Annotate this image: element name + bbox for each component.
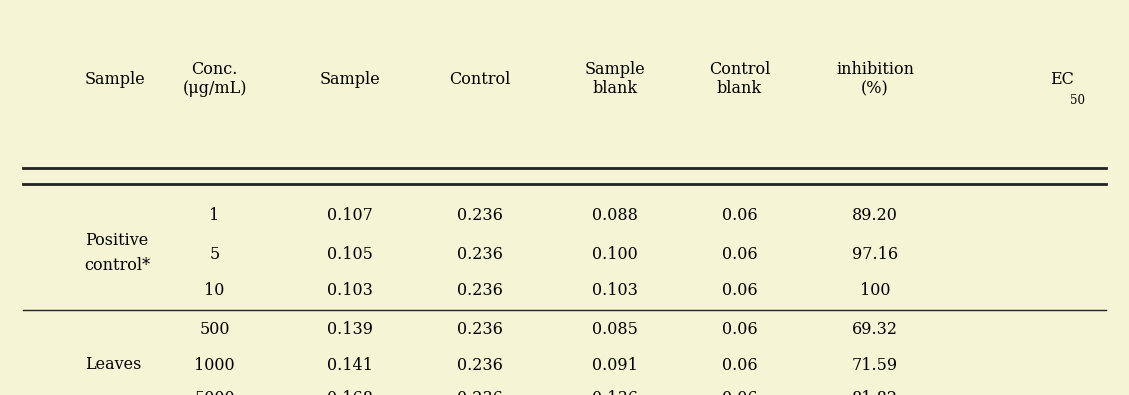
Text: EC: EC — [1050, 70, 1074, 88]
Text: 0.085: 0.085 — [593, 321, 638, 339]
Text: 0.091: 0.091 — [593, 357, 638, 374]
Text: 0.236: 0.236 — [457, 357, 502, 374]
Text: Control
blank: Control blank — [709, 61, 770, 97]
Text: 0.107: 0.107 — [327, 207, 373, 224]
Text: 1000: 1000 — [194, 357, 235, 374]
Text: 1: 1 — [209, 207, 220, 224]
Text: 0.06: 0.06 — [721, 390, 758, 395]
Text: 100: 100 — [859, 282, 891, 299]
Text: 0.088: 0.088 — [593, 207, 638, 224]
Text: 0.06: 0.06 — [721, 246, 758, 263]
Text: 0.236: 0.236 — [457, 321, 502, 339]
Text: 71.59: 71.59 — [852, 357, 898, 374]
Text: 0.100: 0.100 — [593, 246, 638, 263]
Text: inhibition
(%): inhibition (%) — [835, 61, 914, 97]
Text: 0.168: 0.168 — [327, 390, 373, 395]
Text: 0.06: 0.06 — [721, 321, 758, 339]
Text: 500: 500 — [199, 321, 230, 339]
Text: Sample: Sample — [85, 70, 146, 88]
Text: 5000: 5000 — [194, 390, 235, 395]
Text: Leaves: Leaves — [85, 356, 141, 373]
Text: Sample: Sample — [320, 70, 380, 88]
Text: Conc.
(μg/mL): Conc. (μg/mL) — [182, 61, 247, 97]
Text: 0.139: 0.139 — [327, 321, 373, 339]
Text: 10: 10 — [204, 282, 225, 299]
Text: Sample
blank: Sample blank — [585, 61, 646, 97]
Text: 0.236: 0.236 — [457, 246, 502, 263]
Text: 0.103: 0.103 — [327, 282, 373, 299]
Text: 0.06: 0.06 — [721, 207, 758, 224]
Text: 0.236: 0.236 — [457, 207, 502, 224]
Text: 0.236: 0.236 — [457, 282, 502, 299]
Text: Positive
control*: Positive control* — [85, 232, 151, 274]
Text: 69.32: 69.32 — [852, 321, 898, 339]
Text: 0.103: 0.103 — [593, 282, 638, 299]
Text: 97.16: 97.16 — [852, 246, 898, 263]
Text: 0.06: 0.06 — [721, 282, 758, 299]
Text: Control: Control — [449, 70, 510, 88]
Text: 0.136: 0.136 — [593, 390, 638, 395]
Text: 0.06: 0.06 — [721, 357, 758, 374]
Text: 89.20: 89.20 — [852, 207, 898, 224]
Text: 0.105: 0.105 — [327, 246, 373, 263]
Text: 50: 50 — [1070, 94, 1085, 107]
Text: 0.236: 0.236 — [457, 390, 502, 395]
Text: 5: 5 — [209, 246, 220, 263]
Text: 0.141: 0.141 — [327, 357, 373, 374]
Text: 81.82: 81.82 — [852, 390, 898, 395]
